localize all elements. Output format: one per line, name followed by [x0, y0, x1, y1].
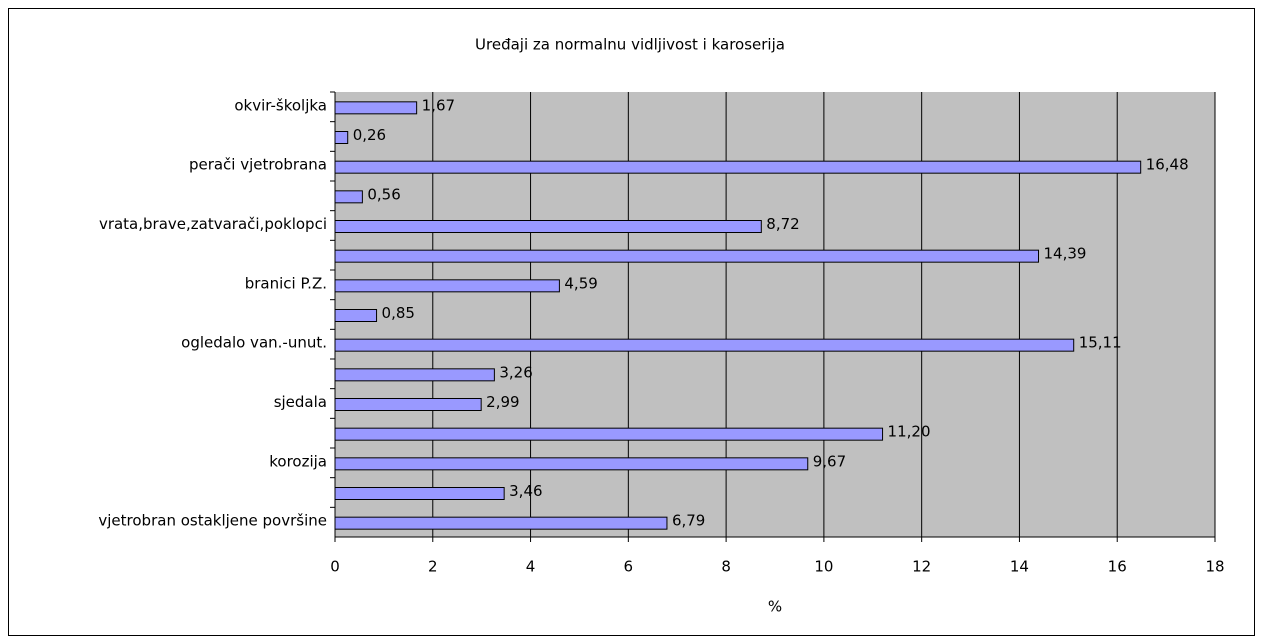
- value-label: 14,39: [1044, 245, 1087, 263]
- value-label: 11,20: [888, 423, 931, 441]
- value-label: 6,79: [672, 512, 705, 530]
- x-tick-label: 2: [428, 558, 438, 576]
- value-label: 0,26: [353, 126, 386, 144]
- bar: [334, 131, 349, 144]
- bar: [334, 368, 495, 382]
- bar: [334, 279, 560, 293]
- value-label: 9,67: [813, 452, 846, 470]
- value-label: 1,67: [422, 96, 455, 114]
- x-tick-label: 10: [814, 558, 833, 576]
- bar: [334, 487, 505, 500]
- bar: [334, 220, 762, 233]
- value-label: 3,46: [509, 482, 542, 500]
- x-tick-label: 18: [1205, 558, 1224, 576]
- x-tick-label: 6: [624, 558, 634, 576]
- y-tick-label: korozija: [269, 452, 327, 470]
- x-tick-label: 12: [912, 558, 931, 576]
- bar: [334, 101, 418, 115]
- value-label: 15,11: [1079, 334, 1122, 352]
- bar: [334, 249, 1040, 263]
- value-label: 3,26: [499, 363, 532, 381]
- value-label: 2,99: [486, 393, 519, 411]
- chart-title: Uređaji za normalnu vidljivost i karoser…: [475, 36, 785, 54]
- bar: [334, 516, 668, 530]
- x-tick-label: 16: [1108, 558, 1127, 576]
- y-tick-label: sjedala: [274, 393, 327, 411]
- y-tick-label: ogledalo van.-unut.: [181, 334, 327, 352]
- value-label: 4,59: [564, 274, 597, 292]
- bar: [334, 427, 884, 441]
- bar: [334, 398, 482, 411]
- x-tick-label: 8: [721, 558, 731, 576]
- y-tick-label: vrata,brave,zatvarači,poklopci: [99, 215, 327, 233]
- y-tick-label: perači vjetrobrana: [189, 156, 327, 174]
- bar: [334, 338, 1075, 352]
- x-tick-label: 4: [526, 558, 536, 576]
- value-label: 16,48: [1146, 156, 1189, 174]
- value-label: 8,72: [766, 215, 799, 233]
- bar: [334, 190, 363, 204]
- y-tick-label: vjetrobran ostakljene površine: [98, 512, 327, 530]
- y-tick-label: okvir-školjka: [234, 96, 327, 114]
- bar: [334, 457, 809, 471]
- y-tick-label: branici P.Z.: [245, 274, 327, 292]
- bar: [334, 160, 1142, 174]
- bar: [334, 309, 378, 322]
- x-tick-label: 0: [330, 558, 340, 576]
- value-label: 0,56: [367, 185, 400, 203]
- x-tick-label: 14: [1010, 558, 1029, 576]
- value-label: 0,85: [382, 304, 415, 322]
- x-axis-label: %: [768, 598, 782, 616]
